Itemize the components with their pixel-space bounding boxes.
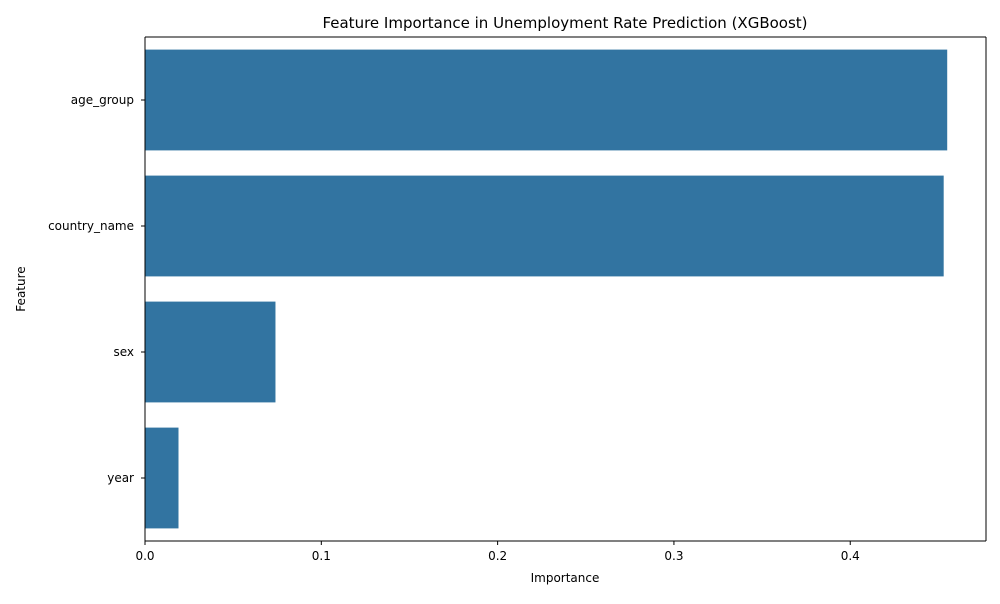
bar-year [145, 427, 179, 529]
y-axis-label: Feature [14, 266, 28, 311]
x-axis-label: Importance [531, 571, 600, 585]
y-tick-label-sex: sex [113, 345, 134, 359]
x-tick-label: 0.2 [488, 549, 507, 563]
x-tick-label: 0.0 [135, 549, 154, 563]
y-tick-label-year: year [107, 471, 134, 485]
x-tick-label: 0.1 [312, 549, 331, 563]
bar-country-name [145, 175, 944, 277]
chart-title: Feature Importance in Unemployment Rate … [322, 14, 807, 32]
bar-sex [145, 301, 276, 403]
y-tick-label-country-name: country_name [48, 219, 134, 233]
y-tick-label-age-group: age_group [71, 93, 134, 107]
x-tick-label: 0.3 [664, 549, 683, 563]
x-tick-label: 0.4 [841, 549, 860, 563]
x-axis-ticks: 0.0 0.1 0.2 0.3 0.4 [135, 541, 860, 563]
bars-group [145, 49, 948, 529]
bar-age-group [145, 49, 948, 151]
